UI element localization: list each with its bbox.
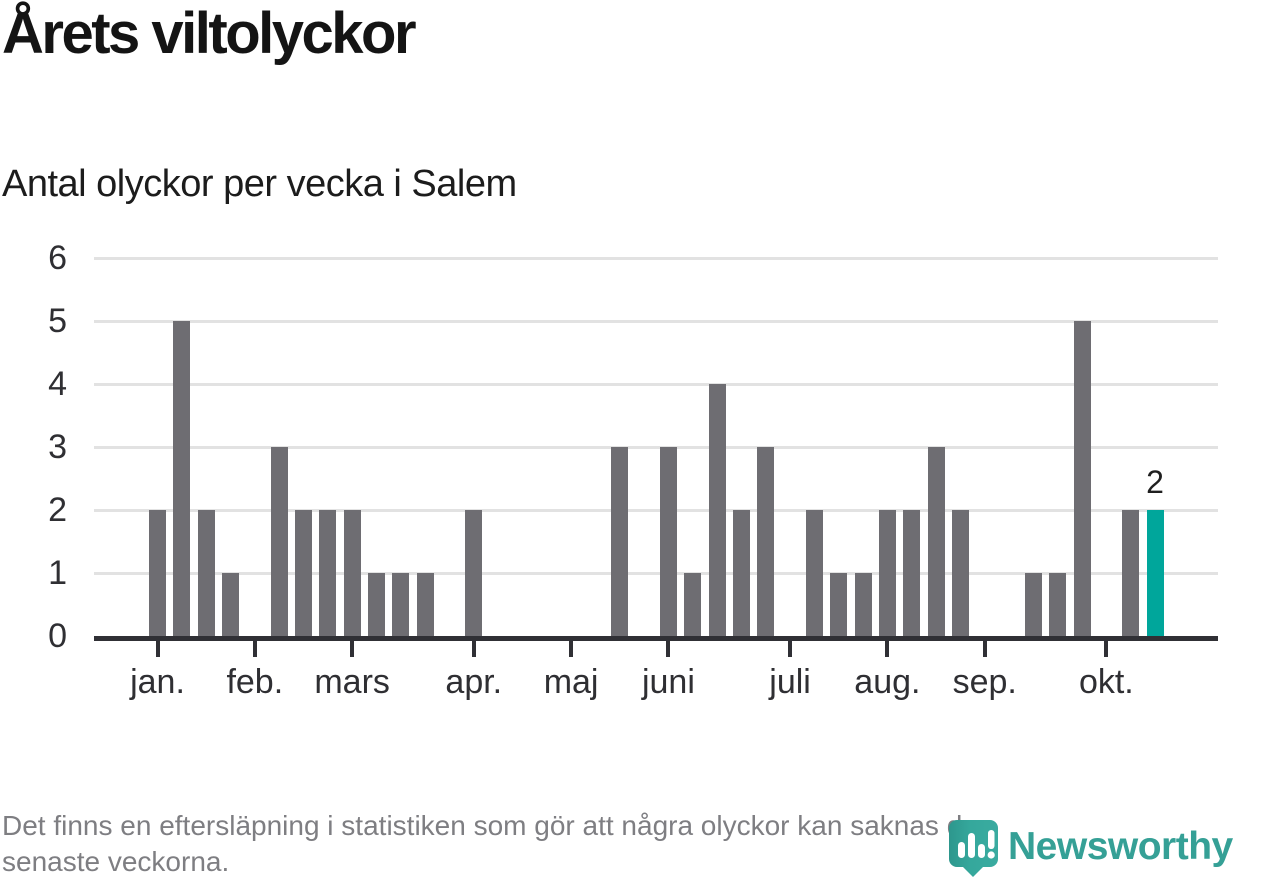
gridline <box>94 320 1218 323</box>
bar <box>854 573 872 636</box>
gridline <box>94 509 1218 512</box>
bar <box>903 510 921 636</box>
chart-subtitle: Antal olyckor per vecka i Salem <box>2 163 517 205</box>
highlighted-bar <box>1146 510 1164 636</box>
x-axis-tick <box>1104 641 1109 657</box>
bar <box>149 510 166 636</box>
gridline <box>94 257 1218 260</box>
bar <box>392 573 410 636</box>
x-axis-tick-label: juli <box>769 663 811 701</box>
bar <box>878 510 896 636</box>
y-axis-tick-label: 2 <box>48 491 67 529</box>
x-axis-tick-label: jan. <box>130 663 185 701</box>
newsworthy-logo: Newsworthy <box>948 819 1233 877</box>
newsworthy-wordmark: Newsworthy <box>1008 825 1233 868</box>
bar <box>1049 573 1067 636</box>
bar <box>951 510 969 636</box>
x-axis-tick <box>788 641 793 657</box>
x-axis-tick-label: aug. <box>854 663 921 701</box>
bar <box>465 510 483 636</box>
x-axis-tick <box>666 641 671 657</box>
bar <box>684 573 702 636</box>
x-axis-tick <box>155 641 160 657</box>
bar <box>343 510 361 636</box>
bar <box>927 447 945 636</box>
x-axis-tick <box>252 641 257 657</box>
x-axis-tick <box>982 641 987 657</box>
gridline <box>94 446 1218 449</box>
x-axis-tick <box>350 641 355 657</box>
x-axis-tick-label: mars <box>314 663 390 701</box>
bar <box>173 321 191 636</box>
bar <box>732 510 750 636</box>
bar <box>319 510 337 636</box>
x-axis-tick-label: apr. <box>445 663 503 701</box>
footnote: Det finns en eftersläpning i statistiken… <box>2 808 978 879</box>
x-axis-tick-label: juni <box>641 663 695 701</box>
y-axis-tick-label: 3 <box>48 428 67 466</box>
bar <box>367 573 385 636</box>
x-axis-tick-label: sep. <box>952 663 1017 701</box>
bar <box>659 447 677 636</box>
gridline <box>94 572 1218 575</box>
bar-value-label: 2 <box>1146 464 1164 500</box>
y-axis-tick-label: 1 <box>48 554 67 592</box>
bar <box>805 510 823 636</box>
y-axis-tick-label: 5 <box>48 302 67 340</box>
bar <box>294 510 312 636</box>
y-axis-tick-label: 0 <box>48 617 67 655</box>
bar <box>221 573 239 636</box>
footnote-line-1: Det finns en eftersläpning i statistiken… <box>2 810 978 841</box>
x-axis-tick <box>471 641 476 657</box>
bar <box>1024 573 1042 636</box>
bar <box>197 510 215 636</box>
x-axis-tick-label: maj <box>543 663 599 701</box>
y-axis-tick-label: 4 <box>48 365 67 403</box>
bar <box>1073 321 1091 636</box>
footnote-line-2: senaste veckorna. <box>2 845 230 877</box>
bar <box>611 447 629 636</box>
gridline <box>94 383 1218 386</box>
x-axis-tick-label: okt. <box>1078 663 1134 701</box>
bar <box>757 447 775 636</box>
x-axis-tick <box>569 641 574 657</box>
bar <box>830 573 848 636</box>
x-axis-tick <box>885 641 890 657</box>
page-title: Årets viltolyckor <box>2 1 417 66</box>
x-axis-tick-label: feb. <box>226 663 284 701</box>
bar <box>1122 510 1140 636</box>
newsworthy-pin-barchart-icon <box>949 820 998 877</box>
bar <box>708 384 726 636</box>
x-axis-line <box>94 636 1218 641</box>
bar <box>270 447 288 636</box>
y-axis-tick-label: 6 <box>48 239 67 277</box>
bar <box>416 573 434 636</box>
